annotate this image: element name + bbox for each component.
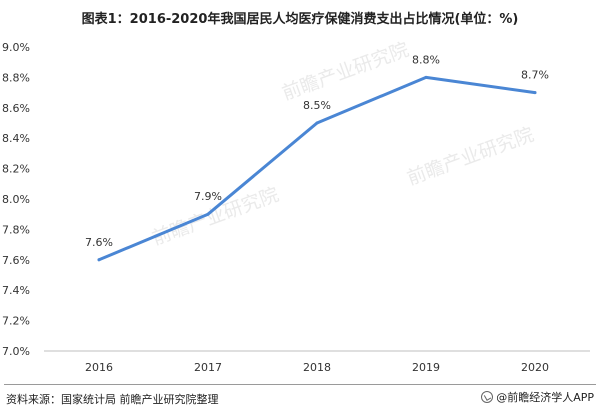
data-label: 7.9% bbox=[194, 190, 222, 203]
y-tick-label: 7.6% bbox=[2, 254, 30, 267]
data-point bbox=[97, 258, 101, 262]
footer-divider bbox=[4, 384, 596, 385]
brand-credit: @前瞻经济学人APP bbox=[481, 389, 594, 405]
source-note: 资料来源：国家统计局 前瞻产业研究院整理 bbox=[6, 393, 219, 406]
chart-title: 图表1：2016-2020年我国居民人均医疗保健消费支出占比情况(单位：%) bbox=[81, 12, 519, 27]
data-label: 8.7% bbox=[521, 69, 549, 82]
y-tick-label: 7.0% bbox=[2, 345, 30, 358]
y-tick-label: 8.0% bbox=[2, 193, 30, 206]
data-point bbox=[315, 121, 319, 125]
x-tick-label: 2016 bbox=[85, 361, 113, 374]
data-label: 8.5% bbox=[303, 99, 331, 112]
brand-text: @前瞻经济学人APP bbox=[496, 391, 594, 404]
y-tick-label: 7.8% bbox=[2, 223, 30, 236]
watermark-text: 前瞻产业研究院 bbox=[404, 124, 537, 190]
y-tick-label: 9.0% bbox=[2, 41, 30, 54]
data-point bbox=[424, 75, 428, 79]
x-tick-label: 2017 bbox=[194, 361, 222, 374]
y-tick-label: 8.2% bbox=[2, 163, 30, 176]
data-label: 8.8% bbox=[412, 53, 440, 66]
watermark-text: 前瞻产业研究院 bbox=[279, 39, 412, 105]
x-axis: 2016 2017 2018 2019 2020 bbox=[85, 361, 549, 374]
y-tick-label: 7.2% bbox=[2, 315, 30, 328]
data-point bbox=[206, 212, 210, 216]
x-tick-label: 2020 bbox=[521, 361, 549, 374]
data-label-layer: 7.6% 7.9% 8.5% 8.8% 8.7% bbox=[85, 53, 549, 248]
y-axis: 7.0% 7.2% 7.4% 7.6% 7.8% 8.0% 8.2% 8.4% 8.6% 8.8%… bbox=[2, 41, 30, 358]
series-layer bbox=[97, 75, 537, 262]
data-point bbox=[533, 91, 537, 95]
data-label: 7.6% bbox=[85, 236, 113, 249]
x-tick-label: 2018 bbox=[303, 361, 331, 374]
brand-logo-icon bbox=[481, 391, 494, 403]
x-tick-label: 2019 bbox=[412, 361, 440, 374]
y-tick-label: 7.4% bbox=[2, 284, 30, 297]
y-tick-label: 8.8% bbox=[2, 71, 30, 84]
y-tick-label: 8.6% bbox=[2, 102, 30, 115]
y-tick-label: 8.4% bbox=[2, 132, 30, 145]
